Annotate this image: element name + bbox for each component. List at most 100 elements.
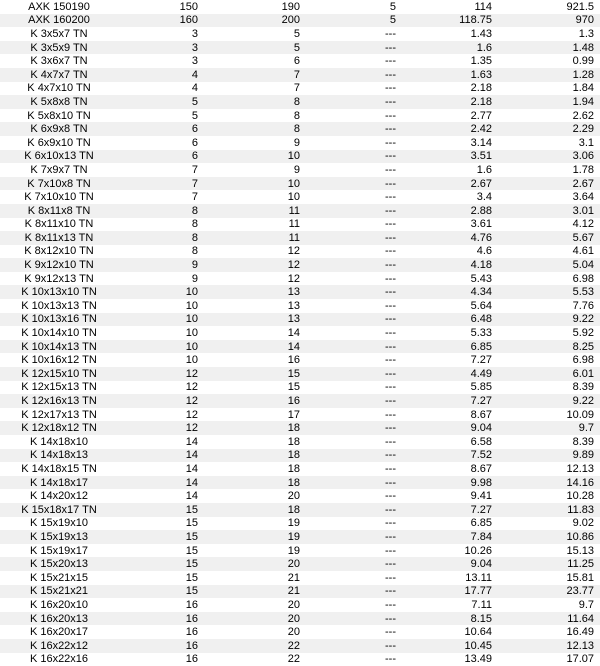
cell-c5: 14.16 [498, 476, 600, 490]
cell-c4: 17.77 [402, 585, 498, 599]
cell-c5: 10.86 [498, 530, 600, 544]
cell-c1: 8 [114, 218, 204, 232]
cell-c1: 16 [114, 653, 204, 666]
cell-c1: 10 [114, 353, 204, 367]
cell-c4: 5.64 [402, 299, 498, 313]
cell-c3: --- [306, 408, 402, 422]
cell-c3: --- [306, 598, 402, 612]
cell-c5: 5.92 [498, 326, 600, 340]
cell-c1: 15 [114, 503, 204, 517]
cell-c4: 2.18 [402, 82, 498, 96]
table-row: K 12x17x13 TN1217---8.6710.09 [0, 408, 600, 422]
cell-c1: 5 [114, 95, 204, 109]
cell-c2: 7 [204, 68, 306, 82]
cell-c5: 9.7 [498, 421, 600, 435]
cell-c5: 9.22 [498, 313, 600, 327]
cell-c5: 970 [498, 14, 600, 28]
cell-c3: --- [306, 231, 402, 245]
table-row: K 6x9x10 TN69---3.143.1 [0, 136, 600, 150]
bearing-spec-table: AXK 1501901501905114921.5AXK 16020016020… [0, 0, 600, 666]
cell-c4: 9.04 [402, 557, 498, 571]
cell-c5: 9.89 [498, 449, 600, 463]
cell-c2: 9 [204, 163, 306, 177]
cell-c3: --- [306, 557, 402, 571]
cell-name: AXK 160200 [0, 14, 114, 28]
cell-c4: 2.18 [402, 95, 498, 109]
cell-c3: --- [306, 530, 402, 544]
cell-c5: 15.81 [498, 571, 600, 585]
cell-name: K 16x20x10 [0, 598, 114, 612]
table-row: K 6x9x8 TN68---2.422.29 [0, 122, 600, 136]
table-row: K 16x20x171620---10.6416.49 [0, 625, 600, 639]
cell-c2: 20 [204, 489, 306, 503]
cell-c5: 2.29 [498, 122, 600, 136]
cell-name: K 10x13x10 TN [0, 285, 114, 299]
table-row: K 14x18x131418---7.529.89 [0, 449, 600, 463]
cell-name: K 16x20x17 [0, 625, 114, 639]
cell-c4: 7.11 [402, 598, 498, 612]
cell-name: K 12x15x10 TN [0, 367, 114, 381]
cell-c1: 7 [114, 190, 204, 204]
cell-c1: 10 [114, 299, 204, 313]
table-row: K 8x11x8 TN811---2.883.01 [0, 204, 600, 218]
cell-c3: --- [306, 258, 402, 272]
table-row: K 8x11x10 TN811---3.614.12 [0, 218, 600, 232]
cell-c3: --- [306, 462, 402, 476]
table-row: K 3x5x7 TN35---1.431.3 [0, 27, 600, 41]
cell-c2: 8 [204, 122, 306, 136]
cell-c3: --- [306, 585, 402, 599]
cell-c3: --- [306, 612, 402, 626]
table-row: K 5x8x8 TN58---2.181.94 [0, 95, 600, 109]
cell-c1: 9 [114, 272, 204, 286]
cell-name: K 5x8x8 TN [0, 95, 114, 109]
cell-c2: 18 [204, 462, 306, 476]
cell-c3: --- [306, 449, 402, 463]
cell-c5: 23.77 [498, 585, 600, 599]
cell-name: AXK 150190 [0, 0, 114, 14]
cell-c4: 9.41 [402, 489, 498, 503]
table-row: K 4x7x10 TN47---2.181.84 [0, 82, 600, 96]
cell-c1: 6 [114, 122, 204, 136]
table-row: K 3x5x9 TN35---1.61.48 [0, 41, 600, 55]
table-row: K 12x18x12 TN1218---9.049.7 [0, 421, 600, 435]
cell-name: K 15x19x10 [0, 517, 114, 531]
cell-c3: --- [306, 639, 402, 653]
cell-name: K 6x9x8 TN [0, 122, 114, 136]
cell-c5: 1.84 [498, 82, 600, 96]
table-row: K 7x10x8 TN710---2.672.67 [0, 177, 600, 191]
cell-c4: 114 [402, 0, 498, 14]
cell-c5: 8.39 [498, 381, 600, 395]
table-row: K 16x22x161622---13.4917.07 [0, 653, 600, 666]
cell-c1: 5 [114, 109, 204, 123]
cell-c5: 11.25 [498, 557, 600, 571]
cell-c3: --- [306, 82, 402, 96]
cell-c3: --- [306, 27, 402, 41]
cell-name: K 10x13x16 TN [0, 313, 114, 327]
cell-c5: 11.83 [498, 503, 600, 517]
cell-c3: --- [306, 285, 402, 299]
cell-c1: 15 [114, 557, 204, 571]
cell-c1: 10 [114, 340, 204, 354]
cell-c1: 14 [114, 462, 204, 476]
cell-c2: 18 [204, 421, 306, 435]
cell-c2: 10 [204, 190, 306, 204]
cell-name: K 7x10x8 TN [0, 177, 114, 191]
cell-c3: --- [306, 571, 402, 585]
cell-c4: 1.6 [402, 163, 498, 177]
cell-c1: 14 [114, 489, 204, 503]
cell-c4: 10.45 [402, 639, 498, 653]
cell-c4: 4.76 [402, 231, 498, 245]
cell-c4: 6.85 [402, 340, 498, 354]
cell-name: K 6x9x10 TN [0, 136, 114, 150]
cell-name: K 12x18x12 TN [0, 421, 114, 435]
cell-c4: 7.27 [402, 394, 498, 408]
cell-name: K 7x9x7 TN [0, 163, 114, 177]
cell-c2: 20 [204, 557, 306, 571]
cell-c1: 15 [114, 517, 204, 531]
cell-c3: --- [306, 95, 402, 109]
cell-c2: 17 [204, 408, 306, 422]
cell-c4: 9.04 [402, 421, 498, 435]
cell-c3: --- [306, 435, 402, 449]
cell-name: K 14x18x10 [0, 435, 114, 449]
cell-c5: 9.22 [498, 394, 600, 408]
